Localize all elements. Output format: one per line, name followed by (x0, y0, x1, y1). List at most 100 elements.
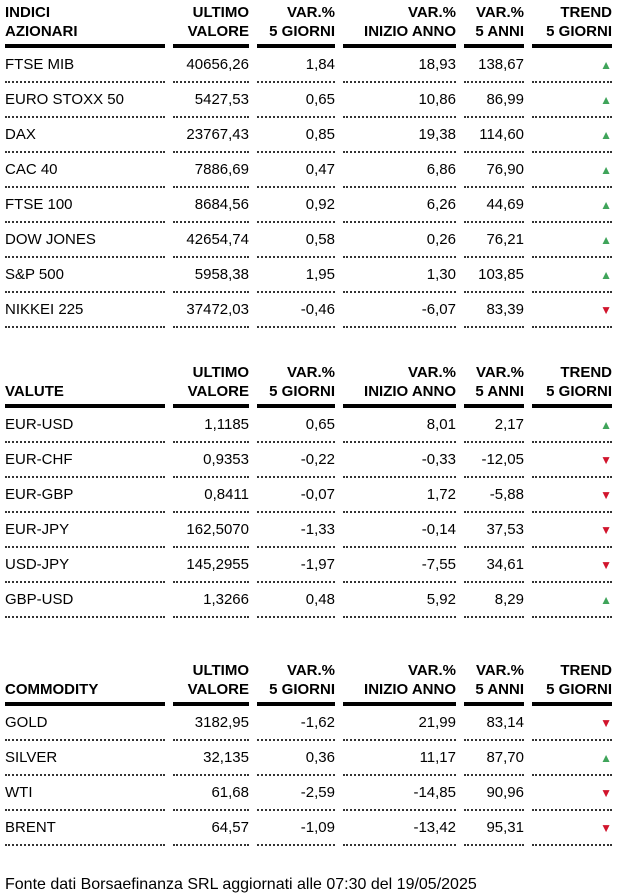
col-header-var-5-giorni: VAR.% 5 GIORNI (257, 661, 335, 706)
table-row: DAX 23767,43 0,85 19,38 114,60 ▲ (5, 118, 612, 153)
var-inizio-anno-cell: 8,01 (343, 408, 456, 443)
var-5-anni-cell: 34,61 (464, 548, 524, 583)
var-5-anni-cell: 8,29 (464, 583, 524, 618)
trend-cell: ▲ (532, 741, 612, 776)
table-title-commodity: COMMODITY (5, 661, 165, 706)
var-5-anni-cell: 83,14 (464, 706, 524, 741)
var-5-giorni-cell: 0,36 (257, 741, 335, 776)
var-5-giorni-cell: -1,97 (257, 548, 335, 583)
trend-cell: ▲ (532, 258, 612, 293)
var-5-giorni-cell: 0,58 (257, 223, 335, 258)
ultimo-valore-cell: 162,5070 (173, 513, 249, 548)
var-5-anni-cell: 76,21 (464, 223, 524, 258)
currencies-table: VALUTE ULTIMO VALORE VAR.% 5 GIORNI VAR.… (0, 363, 620, 618)
col-header-var-5-giorni: VAR.% 5 GIORNI (257, 363, 335, 408)
var-5-giorni-cell: 0,92 (257, 188, 335, 223)
var-5-giorni-cell: 0,48 (257, 583, 335, 618)
var-5-anni-cell: 95,31 (464, 811, 524, 846)
trend-down-icon: ▼ (600, 453, 612, 467)
col-header-trend-5-giorni: TREND 5 GIORNI (532, 661, 612, 706)
row-label: S&P 500 (5, 258, 165, 293)
var-5-anni-cell: 76,90 (464, 153, 524, 188)
var-5-giorni-cell: 0,65 (257, 408, 335, 443)
table-title-valute: VALUTE (5, 363, 165, 408)
ultimo-valore-cell: 5958,38 (173, 258, 249, 293)
col-header-var-5-anni: VAR.% 5 ANNI (464, 661, 524, 706)
var-inizio-anno-cell: 6,86 (343, 153, 456, 188)
trend-cell: ▲ (532, 118, 612, 153)
col-header-ultimo-valore: ULTIMO VALORE (173, 661, 249, 706)
trend-up-icon: ▲ (600, 198, 612, 212)
trend-down-icon: ▼ (600, 558, 612, 572)
table-title-line1: INDICI (5, 4, 50, 21)
trend-down-icon: ▼ (600, 488, 612, 502)
table-title-line2: COMMODITY (5, 681, 99, 698)
row-label: GBP-USD (5, 583, 165, 618)
row-label: EUR-GBP (5, 478, 165, 513)
var-5-anni-cell: 103,85 (464, 258, 524, 293)
trend-cell: ▲ (532, 83, 612, 118)
var-5-anni-cell: -5,88 (464, 478, 524, 513)
row-label: USD-JPY (5, 548, 165, 583)
trend-down-icon: ▼ (600, 303, 612, 317)
ultimo-valore-cell: 42654,74 (173, 223, 249, 258)
var-5-anni-cell: 86,99 (464, 83, 524, 118)
trend-up-icon: ▲ (600, 593, 612, 607)
row-label: GOLD (5, 706, 165, 741)
col-header-var-inizio-anno: VAR.% INIZIO ANNO (343, 3, 456, 48)
var-inizio-anno-cell: -14,85 (343, 776, 456, 811)
trend-up-icon: ▲ (600, 268, 612, 282)
trend-down-icon: ▼ (600, 821, 612, 835)
currencies-table-body: EUR-USD 1,1185 0,65 8,01 2,17 ▲ EUR-CHF 0,9353-… (5, 408, 612, 618)
var-inizio-anno-cell: 6,26 (343, 188, 456, 223)
trend-cell: ▲ (532, 408, 612, 443)
var-inizio-anno-cell: -6,07 (343, 293, 456, 328)
table-row: FTSE MIB 40656,26 1,84 18,93 138,67 ▲ (5, 48, 612, 83)
var-5-giorni-cell: -0,07 (257, 478, 335, 513)
trend-cell: ▼ (532, 548, 612, 583)
var-inizio-anno-cell: -0,33 (343, 443, 456, 478)
table-title-line2: VALUTE (5, 383, 64, 400)
table-title-indici-azionari: INDICI AZIONARI (5, 3, 165, 48)
trend-cell: ▼ (532, 443, 612, 478)
var-inizio-anno-cell: 10,86 (343, 83, 456, 118)
var-inizio-anno-cell: 21,99 (343, 706, 456, 741)
commodities-table: COMMODITY ULTIMO VALORE VAR.% 5 GIORNI V… (0, 661, 620, 846)
table-row: EURO STOXX 50 5427,53 0,65 10,86 86,99 ▲ (5, 83, 612, 118)
row-label: EUR-JPY (5, 513, 165, 548)
trend-cell: ▼ (532, 478, 612, 513)
trend-up-icon: ▲ (600, 418, 612, 432)
table-row: FTSE 100 8684,56 0,92 6,26 44,69 ▲ (5, 188, 612, 223)
var-5-giorni-cell: -1,33 (257, 513, 335, 548)
indices-table-body: FTSE MIB 40656,26 1,84 18,93 138,67 ▲ EURO STO… (5, 48, 612, 328)
var-5-anni-cell: 83,39 (464, 293, 524, 328)
var-5-giorni-cell: -0,46 (257, 293, 335, 328)
trend-down-icon: ▼ (600, 523, 612, 537)
currencies-header-row: VALUTE ULTIMO VALORE VAR.% 5 GIORNI VAR.… (5, 363, 612, 408)
trend-cell: ▼ (532, 293, 612, 328)
table-row: BRENT 64,57 -1,09 -13,42 95,31 ▼ (5, 811, 612, 846)
trend-cell: ▲ (532, 153, 612, 188)
table-row: GOLD 3182,95 -1,62 21,99 83,14 ▼ (5, 706, 612, 741)
trend-cell: ▲ (532, 583, 612, 618)
table-row: SILVER 32,135 0,36 11,17 87,70 ▲ (5, 741, 612, 776)
col-header-var-5-giorni: VAR.% 5 GIORNI (257, 3, 335, 48)
table-row: CAC 40 7886,69 0,47 6,86 76,90 ▲ (5, 153, 612, 188)
row-label: EUR-USD (5, 408, 165, 443)
row-label: BRENT (5, 811, 165, 846)
var-5-giorni-cell: 0,65 (257, 83, 335, 118)
commodities-section: COMMODITY ULTIMO VALORE VAR.% 5 GIORNI V… (0, 661, 620, 846)
var-5-anni-cell: 138,67 (464, 48, 524, 83)
row-label: WTI (5, 776, 165, 811)
var-5-giorni-cell: 0,47 (257, 153, 335, 188)
var-inizio-anno-cell: 19,38 (343, 118, 456, 153)
ultimo-valore-cell: 37472,03 (173, 293, 249, 328)
indices-table: INDICI AZIONARI ULTIMO VALORE VAR.% 5 GI… (0, 3, 620, 328)
trend-up-icon: ▲ (600, 233, 612, 247)
trend-down-icon: ▼ (600, 716, 612, 730)
table-row: EUR-USD 1,1185 0,65 8,01 2,17 ▲ (5, 408, 612, 443)
trend-cell: ▲ (532, 48, 612, 83)
var-inizio-anno-cell: 1,72 (343, 478, 456, 513)
var-inizio-anno-cell: -13,42 (343, 811, 456, 846)
row-label: FTSE 100 (5, 188, 165, 223)
